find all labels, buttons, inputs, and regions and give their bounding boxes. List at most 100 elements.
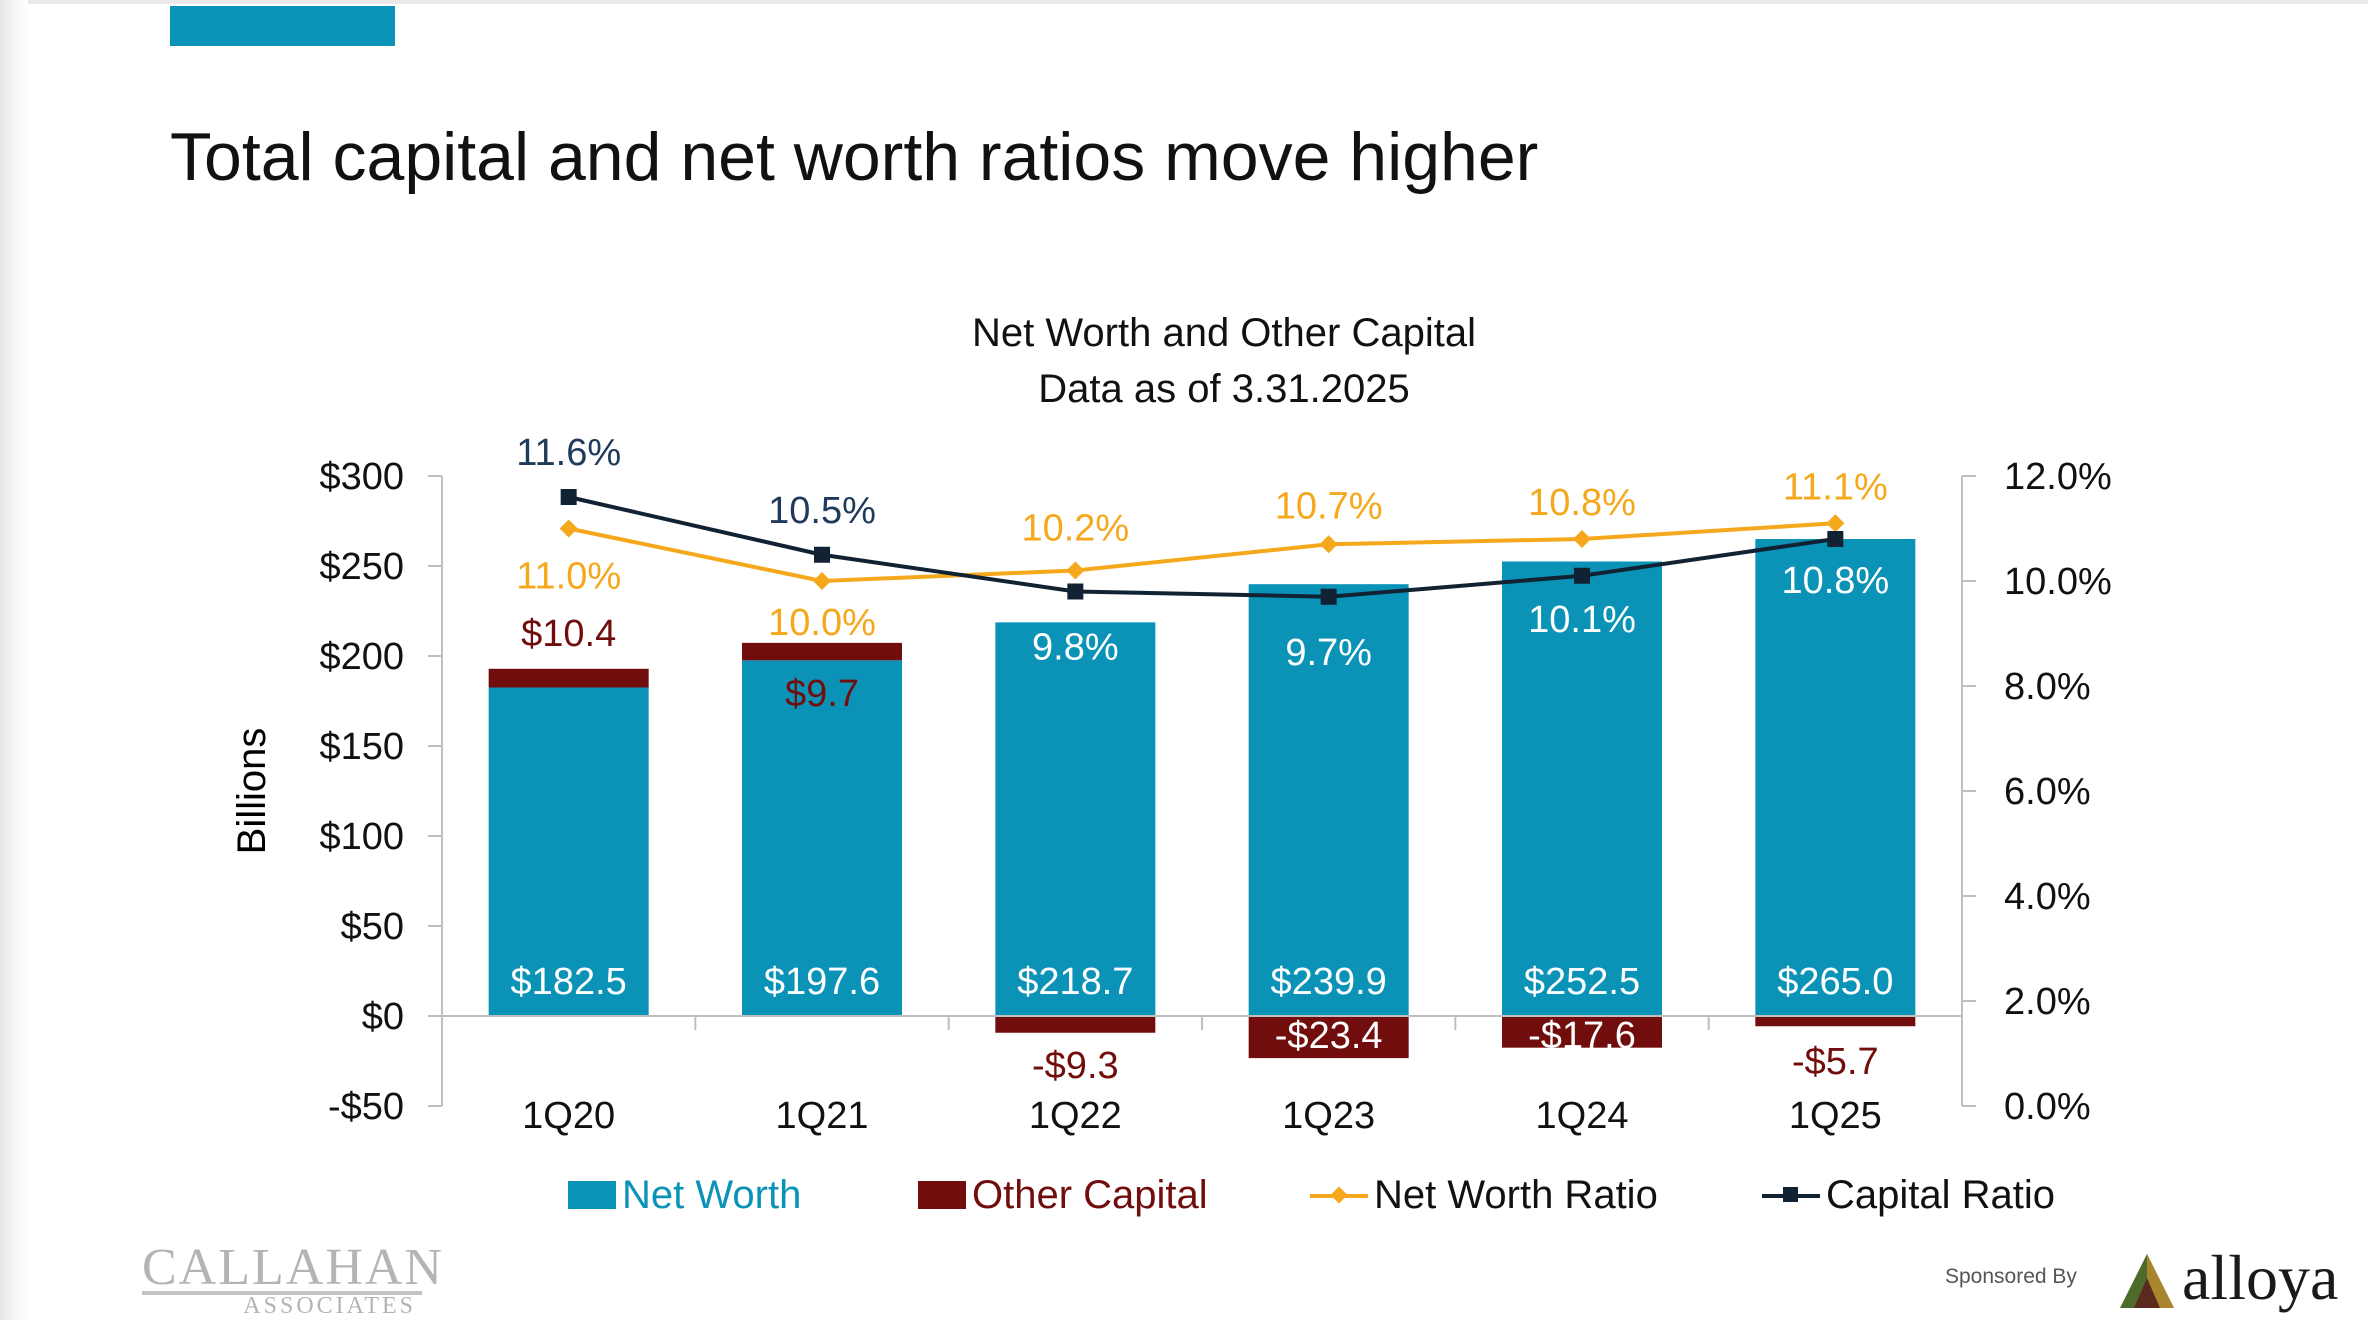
legend-item-net-worth-ratio: Net Worth Ratio [1310,1165,1658,1225]
capital-ratio-data-label: 9.7% [1285,632,1372,674]
net-worth-data-label: $182.5 [511,961,627,1003]
alloya-triangle-icon [2120,1254,2174,1308]
legend-swatch-net-worth-ratio [1310,1185,1368,1205]
capital-ratio-point [1574,567,1590,584]
capital-ratio-point [1067,583,1084,600]
net-worth-ratio-point [1319,535,1338,554]
title-accent-bar [170,6,395,46]
x-axis-tick-label: 1Q24 [1536,1095,1629,1137]
net-worth-ratio-point [1826,514,1845,533]
right-axis-tick-label: 4.0% [2004,876,2091,918]
other-capital-data-label: -$17.6 [1528,1015,1636,1057]
capital-ratio-data-label: 10.1% [1528,599,1636,641]
net-worth-data-label: $218.7 [1017,961,1133,1003]
left-axis-tick-label: $100 [319,816,404,858]
chart-title: Net Worth and Other Capital [972,311,1476,355]
capital-ratio-line [568,495,1836,599]
legend-label-capital-ratio: Capital Ratio [1826,1172,2056,1217]
capital-ratio-point [1827,531,1844,547]
net-worth-ratio-line [568,521,1836,584]
other-capital-bar [1248,1016,1409,1059]
x-axis-tick-label: 1Q22 [1029,1095,1122,1137]
capital-ratio-point [814,546,830,563]
capital-ratio-data-label: 9.8% [1032,627,1119,669]
right-axis-tick-label: 10.0% [2004,561,2112,603]
x-axis-tick-label: 1Q23 [1282,1095,1375,1137]
net-worth-ratio-data-label: 10.7% [1275,485,1383,527]
net-worth-bar [995,622,1156,1016]
sponsored-by-text: Sponsored By [1945,1265,2077,1288]
net-worth-ratio-point [1066,561,1085,580]
legend-swatch-other-capital [918,1181,966,1209]
net-worth-bar [1502,561,1662,1016]
right-axis-tick-label: 0.0% [2004,1086,2091,1128]
chart-title-block: Net Worth and Other Capital Data as of 3… [824,305,1624,417]
net-worth-bar [1248,584,1409,1016]
chart-legend: Net Worth Other Capital Net Worth Ratio … [560,1165,2060,1225]
left-axis-tick-label: $0 [362,996,404,1038]
left-axis-tick-label: $300 [319,456,404,498]
legend-label-net-worth-ratio: Net Worth Ratio [1374,1172,1658,1217]
net-worth-ratio-data-label: 10.8% [1528,482,1636,524]
chart-subtitle: Data as of 3.31.2025 [1038,367,1410,411]
right-axis-tick-label: 6.0% [2004,771,2091,813]
left-axis-tick-label: $150 [319,726,404,768]
net-worth-ratio-point [813,572,831,590]
other-capital-data-label: -$23.4 [1275,1015,1383,1057]
x-axis-tick-label: 1Q25 [1789,1095,1882,1137]
net-worth-ratio-point [559,519,578,538]
other-capital-bar [1502,1016,1662,1048]
net-worth-data-label: $197.6 [764,961,880,1003]
right-axis-tick-label: 8.0% [2004,666,2091,708]
net-worth-ratio-data-label: 10.2% [1021,508,1129,550]
net-worth-ratio-data-label: 10.0% [768,602,876,644]
other-capital-data-label: $10.4 [521,613,616,655]
callahan-logo: CALLAHAN ASSOCIATES [142,1239,444,1318]
legend-item-capital-ratio: Capital Ratio [1762,1165,2055,1225]
alloya-wordmark: alloya [2182,1242,2339,1313]
capital-ratio-point [560,489,577,505]
legend-swatch-capital-ratio [1762,1185,1820,1205]
right-axis-tick-label: 2.0% [2004,981,2091,1023]
slide-title: Total capital and net worth ratios move … [170,119,1539,195]
other-capital-bar [742,642,902,661]
capital-ratio-data-label: 11.6% [516,432,621,474]
legend-swatch-net-worth [568,1181,616,1209]
legend-item-net-worth: Net Worth [568,1165,801,1225]
other-capital-data-label: -$5.7 [1792,1041,1879,1083]
left-axis-tick-label: $250 [319,546,404,588]
legend-label-net-worth: Net Worth [622,1172,802,1217]
left-axis-tick-label: -$50 [328,1086,404,1128]
net-worth-data-label: $239.9 [1271,961,1387,1003]
callahan-logo-name: CALLAHAN [142,1239,444,1296]
net-worth-data-label: $252.5 [1524,961,1640,1003]
net-worth-data-label: $265.0 [1777,961,1893,1003]
left-axis-tick-label: $200 [319,636,404,678]
net-worth-ratio-data-label: 11.0% [516,556,621,598]
other-capital-data-label: -$9.3 [1032,1045,1119,1087]
slide-left-edge [0,0,28,1320]
net-worth-bar [742,660,902,1016]
left-axis-tick-label: $50 [341,906,404,948]
net-worth-ratio-data-label: 11.1% [1783,466,1888,508]
y-axis-label: Billions [230,728,274,855]
alloya-logo: alloya [2118,1240,2338,1310]
capital-ratio-data-label: 10.5% [768,490,876,532]
capital-ratio-data-label: 10.8% [1781,560,1889,602]
legend-label-other-capital: Other Capital [972,1172,1208,1217]
slide-top-line [28,0,2368,4]
legend-item-other-capital: Other Capital [918,1165,1208,1225]
net-worth-ratio-point [1573,530,1591,548]
other-capital-bar [488,668,649,688]
net-worth-bar [1755,539,1916,1016]
other-capital-data-label: $9.7 [785,673,859,715]
callahan-logo-sub: ASSOCIATES [142,1291,422,1318]
x-axis-tick-label: 1Q20 [522,1095,615,1137]
other-capital-bar [995,1016,1156,1033]
right-axis-tick-label: 12.0% [2004,456,2112,498]
capital-ratio-point [1320,588,1337,605]
net-worth-bar [488,687,649,1016]
x-axis-tick-label: 1Q21 [776,1095,869,1137]
other-capital-bar [1755,1016,1916,1027]
